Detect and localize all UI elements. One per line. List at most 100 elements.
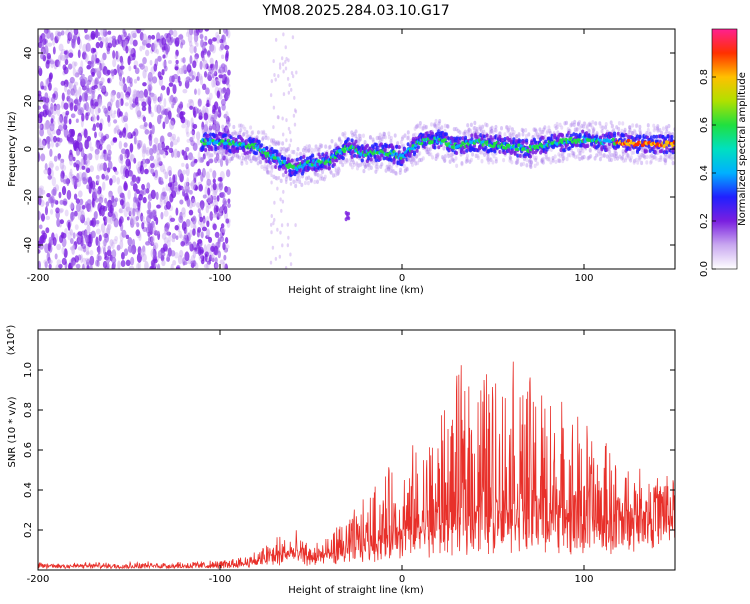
heat-cell [73,175,76,186]
heat-cell [82,257,87,263]
heat-cell [53,155,58,162]
heat-cell [130,217,134,225]
heat-cell [100,88,106,94]
heat-cell [443,154,447,159]
heat-cell [38,224,43,230]
heat-cell [134,96,139,106]
heat-cell [153,43,158,54]
heat-cell [146,38,152,44]
heat-cell [146,95,150,105]
heat-cell [181,65,184,75]
heat-cell [188,241,192,247]
heat-cell [156,152,161,162]
heat-cell [95,57,100,64]
heat-cell [69,156,73,166]
heat-cell [202,105,206,115]
heat-cell [78,236,82,244]
heat-cell [292,179,296,185]
heat-cell [131,103,137,108]
heat-cell [553,154,557,159]
heat-cell [59,219,65,225]
heat-cell [272,221,275,226]
heat-cell [216,77,222,86]
heat-cell [167,165,173,175]
heat-cell [182,189,186,197]
heat-cell [97,84,101,91]
heat-cell [84,171,88,179]
heat-cell [184,79,190,89]
heat-cell [135,215,139,221]
heat-cell [502,157,506,163]
heat-cell [165,230,170,236]
heat-cell [190,260,196,266]
heat-cell [582,121,586,126]
heat-cell [95,41,100,49]
heat-cell [68,171,73,180]
heat-cell [436,152,440,157]
heat-cell [89,146,94,152]
heat-cell [104,217,109,223]
heat-cell [211,257,215,262]
heat-cell [185,146,190,152]
heat-cell [212,190,218,197]
heat-cell [311,153,315,158]
heat-cell [102,31,109,36]
heat-cell [310,147,314,152]
heat-cell [118,72,123,82]
heat-cell [175,235,179,240]
heat-cell [107,223,112,231]
heat-cell [170,263,174,269]
heat-cell [39,111,45,117]
heat-cell [67,31,73,42]
heat-cell [63,83,68,93]
heat-cell [261,135,265,141]
heat-cell [209,211,214,221]
heat-cell [89,60,95,68]
heat-cell [362,168,366,174]
heat-cell [66,189,72,200]
heat-cell [272,59,275,64]
heat-cell [145,188,150,194]
heat-cell [352,160,356,165]
heat-cell [142,159,148,168]
heat-cell [124,102,129,107]
heat-cell [40,213,46,222]
heat-cell [608,149,612,155]
heat-cell [62,179,68,185]
x-tick-label: 100 [574,273,593,284]
heat-cell [209,57,214,65]
heat-cell [63,127,69,138]
heat-cell [361,133,365,138]
heat-cell [112,137,118,143]
heat-cell [206,229,210,237]
heat-cell [120,98,124,106]
heat-cell [87,33,91,42]
heat-cell [113,127,117,134]
heat-cell [129,170,133,177]
heat-cell [217,250,222,259]
heat-cell [191,75,195,81]
heat-cell [41,41,45,47]
heat-cell [70,113,76,119]
heat-cell [444,132,449,137]
heat-cell [642,153,646,159]
heat-cell [494,128,498,133]
heat-cell [591,120,595,125]
heat-cell [44,206,49,216]
heat-cell [192,123,198,130]
heat-cell [209,43,215,52]
heat-cell [646,123,650,128]
heat-cell [90,116,94,122]
heat-cell [142,143,147,153]
heat-cell [166,37,171,45]
heat-cell [204,35,208,41]
heat-cell [287,126,291,131]
heat-cell [202,218,207,223]
heat-cell [98,234,102,242]
heat-cell [281,141,285,146]
heat-cell [92,187,97,198]
heat-cell [194,53,200,60]
heat-cell [84,154,91,164]
heat-cell [179,101,183,111]
heat-cell [363,140,367,145]
